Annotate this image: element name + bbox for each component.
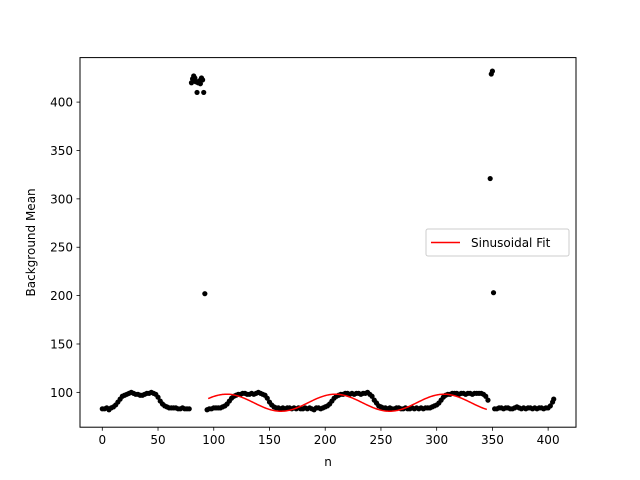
- y-tick-label: 300: [50, 192, 73, 206]
- data-point: [490, 290, 497, 296]
- y-tick-label: 400: [50, 96, 73, 110]
- legend-fit-label: Sinusoidal Fit: [471, 236, 551, 250]
- data-point: [200, 77, 206, 83]
- data-point: [201, 89, 207, 96]
- legend: Sinusoidal Fit: [425, 228, 570, 257]
- fit-line: [207, 393, 488, 412]
- x-tick-label: 200: [314, 433, 337, 447]
- x-tick-label: 50: [150, 433, 165, 447]
- y-tick-label: 150: [50, 337, 73, 351]
- x-tick-label: 0: [98, 433, 106, 447]
- y-tick-label: 250: [50, 241, 73, 255]
- data-point: [369, 393, 375, 399]
- x-tick-label: 150: [258, 433, 281, 447]
- y-axis-ticks: 100 150 200 250 300 350 400: [50, 96, 80, 400]
- data-point: [194, 89, 200, 96]
- fit-line-layer: [207, 393, 488, 412]
- data-point: [264, 395, 270, 401]
- data-point: [487, 175, 493, 182]
- data-point: [483, 393, 489, 399]
- x-tick-label: 250: [369, 433, 392, 447]
- y-tick-label: 100: [50, 386, 73, 400]
- data-point: [155, 394, 161, 400]
- x-tick-label: 100: [202, 433, 225, 447]
- plot-frame: [79, 57, 577, 428]
- y-tick-label: 200: [50, 289, 73, 303]
- scatter-points: [99, 68, 557, 413]
- x-axis-ticks: 0 50 100 150 200 250 300 350 400: [98, 427, 560, 447]
- data-point: [197, 81, 203, 87]
- data-point: [547, 403, 553, 409]
- x-tick-label: 300: [425, 433, 448, 447]
- legend-box: [425, 228, 570, 257]
- y-axis-label: Background Mean: [24, 188, 38, 296]
- data-point: [489, 68, 495, 74]
- x-tick-label: 400: [537, 433, 560, 447]
- data-point: [551, 396, 557, 402]
- x-tick-label: 350: [481, 433, 504, 447]
- data-point: [485, 397, 491, 403]
- x-axis-label: n: [324, 455, 332, 469]
- y-tick-label: 350: [50, 144, 73, 158]
- data-point: [202, 291, 208, 297]
- data-point: [186, 406, 192, 412]
